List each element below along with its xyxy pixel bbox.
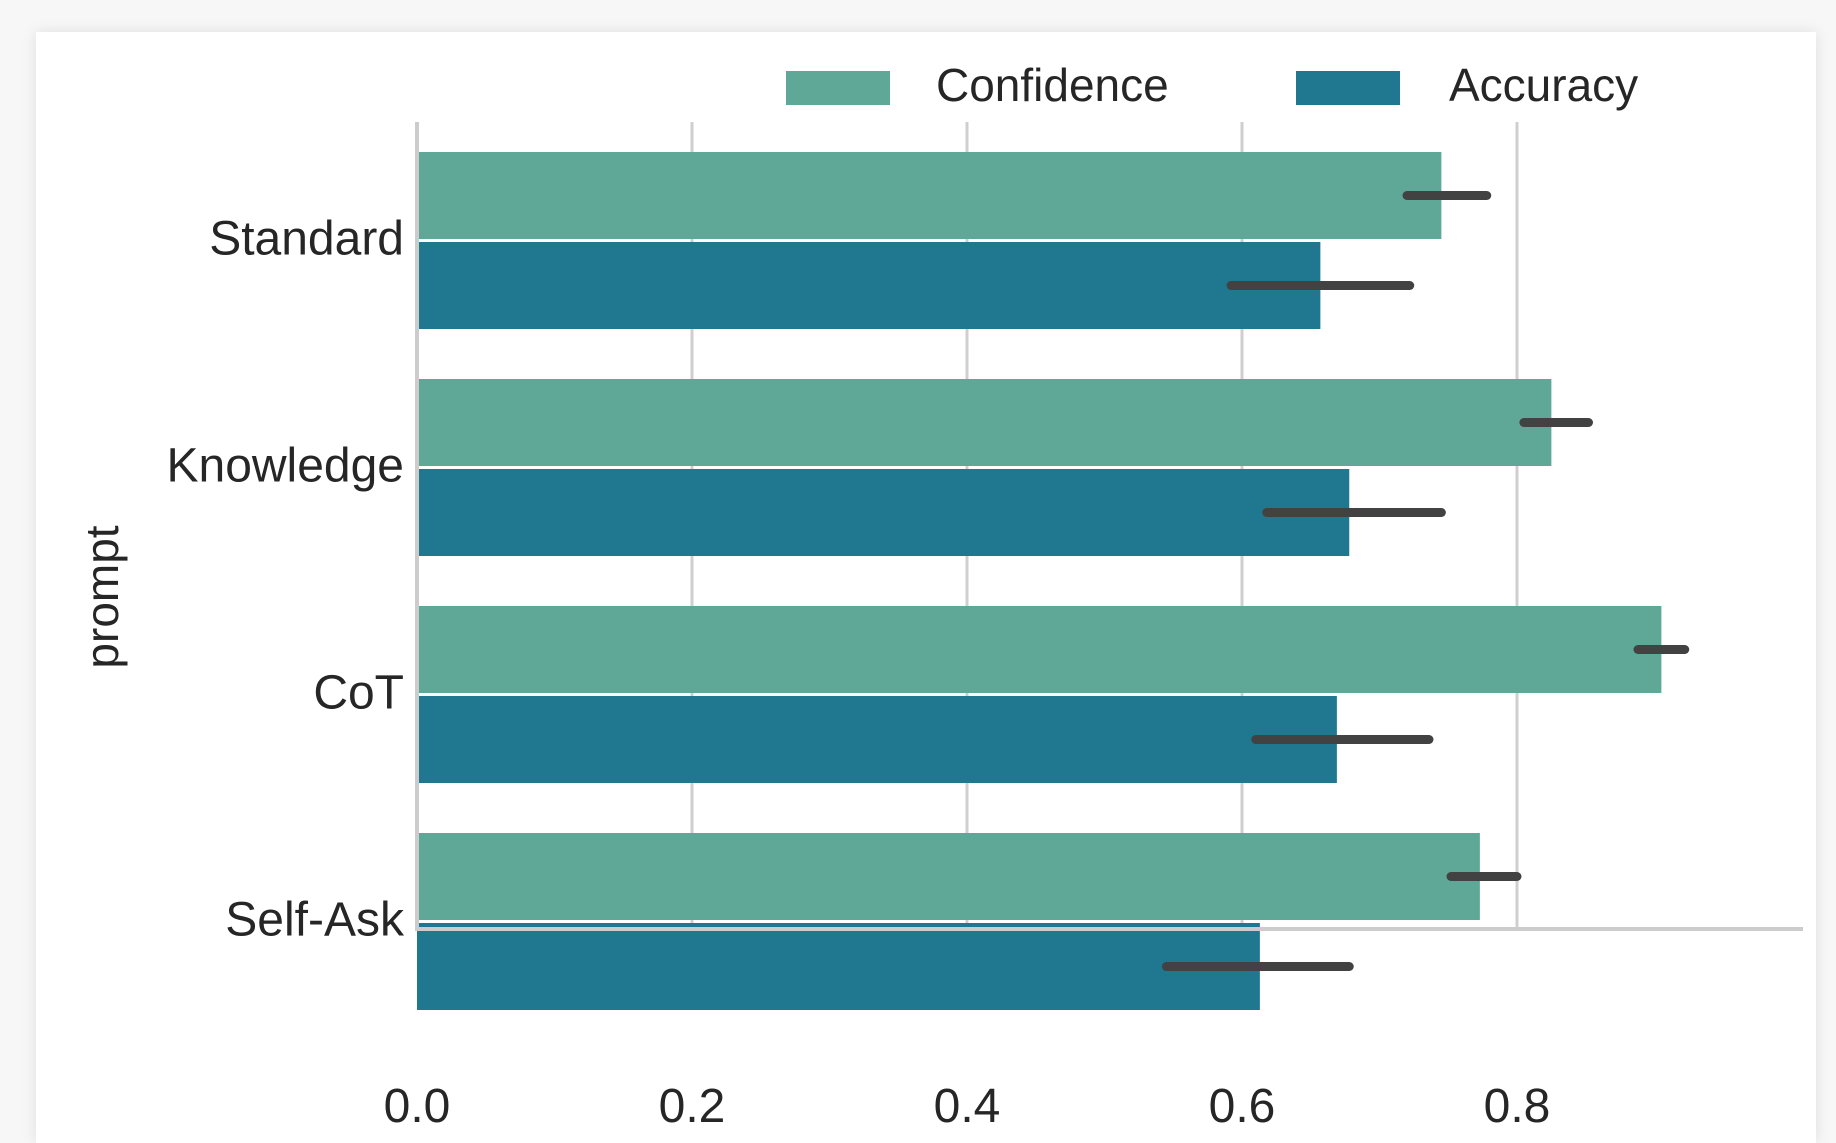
y-tick-label: Self-Ask — [225, 894, 405, 947]
x-tick-label: 0.2 — [659, 1080, 726, 1133]
x-tick-label: 0.0 — [384, 1080, 451, 1133]
legend-swatch-confidence — [786, 71, 890, 105]
y-tick-label: Knowledge — [166, 440, 404, 493]
x-tick-label: 0.6 — [1209, 1080, 1276, 1133]
y-tick-label: Standard — [209, 213, 404, 266]
legend-label-accuracy: Accuracy — [1449, 59, 1638, 111]
legend: Confidence Accuracy — [786, 59, 1638, 111]
bar-accuracy-cot — [417, 696, 1337, 783]
y-axis-label: prompt — [76, 525, 128, 668]
figure-panel: Standard Knowledge CoT Self-Ask 0.0 0.2 0.4 0.… — [36, 32, 1816, 1143]
bar-confidence-self-ask — [417, 833, 1480, 920]
y-tick-label: CoT — [313, 667, 404, 720]
bar-confidence-cot — [417, 606, 1662, 693]
bar-confidence-standard — [417, 152, 1442, 239]
bar-accuracy-self-ask — [417, 923, 1260, 1010]
error-bars — [1161, 191, 1690, 971]
bar-confidence-knowledge — [417, 379, 1552, 466]
legend-label-confidence: Confidence — [936, 59, 1169, 111]
legend-swatch-accuracy — [1296, 71, 1400, 105]
y-tick-labels: Standard Knowledge CoT Self-Ask — [166, 213, 405, 947]
x-tick-label: 0.8 — [1484, 1080, 1551, 1133]
x-tick-labels: 0.0 0.2 0.4 0.6 0.8 — [384, 1080, 1551, 1133]
bar-accuracy-knowledge — [417, 469, 1350, 556]
bars — [417, 152, 1662, 1010]
x-tick-label: 0.4 — [934, 1080, 1001, 1133]
bar-accuracy-standard — [417, 242, 1321, 329]
axes — [415, 122, 1803, 931]
